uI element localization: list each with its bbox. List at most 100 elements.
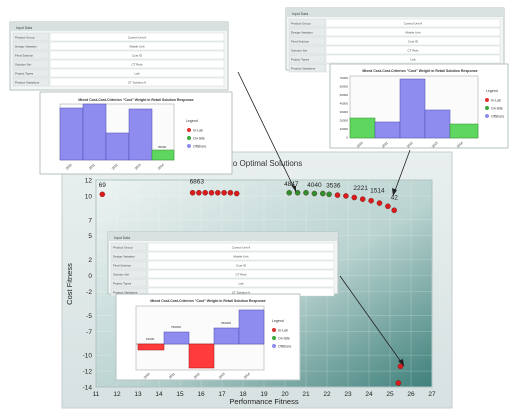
scatter-point (320, 190, 326, 197)
panel-left-bar (82, 103, 107, 161)
arrow-left-callout (237, 71, 297, 193)
x-tick-label: 26 (407, 391, 415, 398)
y-tick-label: 7 (88, 217, 92, 224)
panel-row-value-cell[interactable] (325, 27, 501, 37)
panel-category-label: 2010 (143, 372, 151, 380)
scatter-point (202, 189, 208, 196)
panel-right-bar (449, 123, 479, 139)
panel-left-bar (128, 108, 153, 161)
chart-title: Pareto Optimal Solutions (214, 159, 303, 168)
scatter-point (311, 190, 318, 197)
panel-row-value-cell[interactable] (49, 59, 225, 69)
scatter-point (385, 203, 391, 210)
panel-row-value-cell[interactable] (325, 54, 501, 64)
x-tick-label: 14 (155, 391, 163, 398)
legend-label: Offshore (193, 145, 206, 149)
panel-row-value-cell[interactable] (147, 278, 335, 288)
panel-category-label: 2013 (134, 163, 142, 171)
panel-category-label: 2011 (168, 372, 176, 380)
scatter-point (221, 189, 227, 196)
panel-row-value-cell[interactable] (147, 269, 335, 279)
panel-category-label: 2012 (406, 141, 414, 149)
panel-row-value-cell[interactable] (49, 41, 225, 51)
panel-row-label: Final Solution (113, 264, 132, 268)
panel-right-bar (374, 121, 401, 139)
y-tick-label: -10 (83, 353, 93, 360)
x-tick-label: 24 (365, 391, 373, 398)
panel-row-value-cell[interactable] (147, 260, 335, 270)
panel-row-label: Product Variations (291, 67, 316, 71)
panel-right-window-label: Input Data (292, 12, 308, 16)
scatter-point (334, 192, 341, 198)
panel-row-label-cell (12, 32, 50, 42)
panel-row-value-cell[interactable] (147, 251, 335, 261)
panel-row-label-cell (288, 18, 326, 28)
x-tick-label: 11 (93, 391, 100, 398)
legend-label: Offshore (491, 115, 504, 119)
panel-row-label-cell (12, 41, 50, 51)
panel-right-bar (424, 109, 451, 139)
panel-row-label-cell (288, 63, 326, 73)
panel-right: Input Data Product Group Control Unit A De… (285, 7, 509, 149)
scatter-point (391, 207, 397, 214)
panel-row-value-cell[interactable] (49, 50, 225, 60)
panel-right-y-tick: 40000 (340, 102, 349, 106)
panel-row-label: Project Types (15, 72, 34, 76)
scatter-point (196, 189, 202, 196)
scatter-point (233, 190, 240, 197)
scatter-point (368, 197, 374, 204)
panel-row-label: Solution Set (291, 49, 307, 53)
legend-swatch (187, 144, 191, 148)
panel-row-value: Control Unit A (232, 246, 251, 250)
y-tick-label: 2 (88, 257, 92, 264)
panel-row-value-cell[interactable] (49, 77, 225, 87)
x-tick-label: 17 (218, 391, 226, 398)
point-label: 4847 (284, 181, 299, 188)
panel-row-value-cell[interactable] (325, 45, 501, 55)
panel-row-value: Control Unit A (404, 22, 423, 26)
scatter-point (359, 196, 366, 202)
panel-right-y-tick: 10000 (340, 127, 349, 131)
scatter-point (351, 194, 358, 201)
arrow-left-head (291, 185, 296, 192)
panel-row-label: Product Variations (113, 291, 138, 295)
panel-row-value-cell[interactable] (325, 36, 501, 46)
panel-left-x-labels: 2010 2011 2012 2013 2014 (65, 163, 165, 171)
legend-label: In-Lab (491, 99, 501, 103)
panel-row-label: Product Variations (15, 81, 40, 85)
panel-category-label: 2014 (157, 163, 165, 171)
panel-row-value: Lab (238, 282, 243, 286)
panel-mid-x-labels: 2010 2011 2012 2013 2014 (143, 372, 251, 380)
legend-swatch (187, 136, 191, 140)
x-tick-label: 22 (323, 391, 331, 398)
panel-row-label-cell (288, 45, 326, 55)
panel-row-label: Solution Set (113, 273, 129, 277)
panel-row-label: Project Types (113, 282, 132, 286)
panel-row-value-cell[interactable] (49, 32, 225, 42)
panel-left-bar (59, 107, 84, 161)
point-labels: 69 6863 4847 4040 3536 2221 1514 42 (99, 179, 399, 202)
panel-right-legend-title: Legend (486, 89, 498, 93)
panel-mid-window-label: Input Data (114, 236, 130, 240)
panel-category-label: 2012 (193, 372, 201, 380)
panel-row-value-cell[interactable] (325, 18, 501, 28)
panel-row-value: Mobile Unit (405, 31, 420, 35)
panel-row-value-cell[interactable] (147, 242, 335, 252)
panel-right-y-tick: 70000 (340, 76, 349, 80)
panel-right-x-labels: 2010 2011 2012 2013 2014 (356, 141, 464, 149)
panel-row-value: Cost ID (408, 40, 419, 44)
point-label: 42 (391, 194, 399, 201)
panel-category-label: 2014 (456, 141, 464, 149)
y-tick-label: 0 (88, 273, 92, 280)
arrow-mid-head (398, 359, 404, 366)
panel-mid-bar (188, 343, 215, 369)
x-tick-label: 18 (239, 391, 247, 398)
panel-row-label-cell (12, 50, 50, 60)
scatter-point (208, 189, 215, 196)
legend-swatch (485, 114, 489, 118)
x-tick-label: 16 (197, 391, 205, 398)
panel-row-value-cell[interactable] (49, 68, 225, 78)
callout-arrows (237, 71, 411, 367)
panel-mid-bar (163, 331, 190, 345)
scatter-point (189, 189, 196, 196)
